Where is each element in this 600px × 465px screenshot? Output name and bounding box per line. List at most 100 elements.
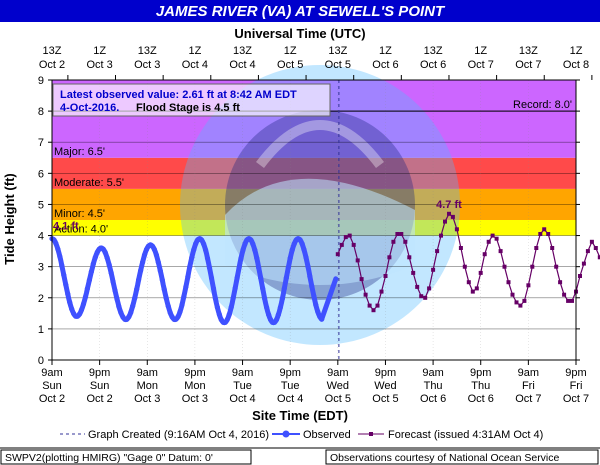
forecast-point: [458, 246, 463, 250]
forecast-point: [494, 236, 499, 241]
top-tick-label-time: 13Z: [233, 45, 252, 57]
stage-label-minor: Minor: 4.5': [54, 208, 105, 220]
top-tick-label-time: 13Z: [328, 45, 347, 57]
forecast-point: [343, 235, 348, 240]
observed-date-text: 4-Oct-2016.: [60, 102, 119, 114]
observed-point: [208, 275, 215, 281]
top-tick-label-time: 13Z: [519, 45, 538, 57]
x-tick-label-date: Oct 4: [277, 393, 303, 405]
x-tick-label-time: 9pm: [279, 367, 300, 379]
info-box-frame: [52, 83, 331, 117]
x-tick-label-time: 9pm: [565, 367, 586, 379]
observed-point: [110, 278, 116, 285]
y-axis-title: Tide Height (ft): [2, 173, 17, 264]
forecast-point: [510, 292, 515, 297]
top-tick-label-time: 1Z: [474, 45, 487, 57]
forecast-point: [518, 303, 523, 308]
forecast-point: [355, 258, 360, 263]
stage-labels: Action: 4.0' Minor: 4.5' Moderate: 5.5' Maj…: [54, 99, 572, 235]
observed-point: [262, 295, 268, 302]
observed-point: [204, 255, 211, 261]
observed-point: [159, 277, 165, 283]
top-tick-label-date: Oct 4: [182, 59, 208, 71]
footer-station-text: SWPV2(plotting HMIRG) "Gage 0" Datum: 0': [5, 452, 213, 464]
y-tick-label: 9: [38, 75, 44, 87]
observed-point: [165, 303, 171, 309]
top-tick-label-time: 13Z: [424, 45, 443, 57]
observed-point: [238, 255, 244, 261]
top-tick-label-date: Oct 5: [325, 59, 351, 71]
observed-point: [78, 307, 85, 313]
observed-point: [140, 259, 146, 265]
x-tick-label-date: Oct 5: [372, 393, 398, 405]
top-tick-label-time: 13Z: [138, 45, 157, 57]
x-tick-label-day: Wed: [327, 380, 349, 392]
y-tick-label: 6: [38, 168, 44, 180]
axes: [48, 75, 593, 365]
x-tick-label-day: Mon: [184, 380, 205, 392]
x-tick-label-time: 9am: [422, 367, 443, 379]
observed-point: [128, 309, 134, 315]
title-bar: [0, 0, 600, 22]
observed-point: [201, 241, 207, 247]
x-tick-label-date: Oct 2: [86, 393, 112, 405]
forecast-point: [395, 232, 400, 236]
x-tick-label-time: 9am: [137, 367, 158, 379]
forecast-point: [351, 242, 356, 247]
observed-point: [163, 295, 169, 301]
observed-point: [273, 317, 280, 323]
forecast-point: [470, 289, 475, 294]
forecast-point: [347, 233, 352, 238]
observed-point: [256, 265, 262, 271]
observed-point: [155, 259, 161, 265]
legend-observed-label: Observed: [303, 429, 351, 441]
forecast-point: [597, 255, 600, 260]
x-tick-label-day: Wed: [374, 380, 396, 392]
forecast-point: [371, 308, 376, 313]
observed-point: [153, 252, 159, 258]
observed-point: [116, 304, 122, 310]
stage-label-action: Action: 4.0': [54, 224, 108, 236]
observed-point: [187, 264, 193, 270]
forecast-point: [486, 239, 491, 244]
forecast-point: [546, 232, 551, 236]
observed-point: [179, 302, 185, 308]
observed-point: [161, 286, 167, 292]
x-tick-label-day: Thu: [471, 380, 490, 392]
top-tick-label-date: Oct 7: [468, 59, 494, 71]
top-tick-label-time: 1Z: [188, 45, 201, 57]
observed-point: [102, 249, 108, 255]
y-tick-label: 1: [38, 324, 44, 336]
observed-point: [151, 246, 157, 253]
top-tick-label-date: Oct 7: [515, 59, 541, 71]
chart-title: JAMES RIVER (VA) AT SEWELL'S POINT: [156, 3, 446, 20]
observed-point: [307, 274, 313, 280]
observed-point: [114, 296, 120, 302]
observed-point: [236, 265, 242, 271]
x-tick-label-date: Oct 3: [134, 393, 160, 405]
forecast-point: [566, 298, 571, 303]
forecast-point: [534, 246, 539, 250]
observed-point: [104, 255, 110, 261]
observed-series: 4.1 ft: [49, 220, 339, 326]
observed-point: [242, 241, 248, 247]
top-tick-label-date: Oct 6: [372, 59, 398, 71]
forecast-point: [558, 280, 563, 285]
record-label: Record: 8.0': [513, 99, 572, 111]
observed-point: [289, 247, 295, 253]
observed-point: [248, 237, 254, 243]
x-tick-label-date: Oct 3: [182, 393, 208, 405]
observed-point: [228, 304, 234, 310]
x-tick-label-date: Oct 7: [515, 393, 541, 405]
seal-wave: [225, 178, 415, 285]
forecast-point: [578, 274, 582, 278]
observed-point: [234, 275, 240, 281]
top-tick-label-date: Oct 3: [86, 59, 112, 71]
x-tick-label-date: Oct 6: [420, 393, 446, 405]
flood-stage-text: Flood Stage is 4.5 ft: [136, 102, 240, 114]
forecast-point: [383, 274, 388, 278]
x-tick-label-time: 9am: [518, 367, 539, 379]
observed-point: [82, 294, 89, 300]
forecast-point: [411, 270, 416, 275]
